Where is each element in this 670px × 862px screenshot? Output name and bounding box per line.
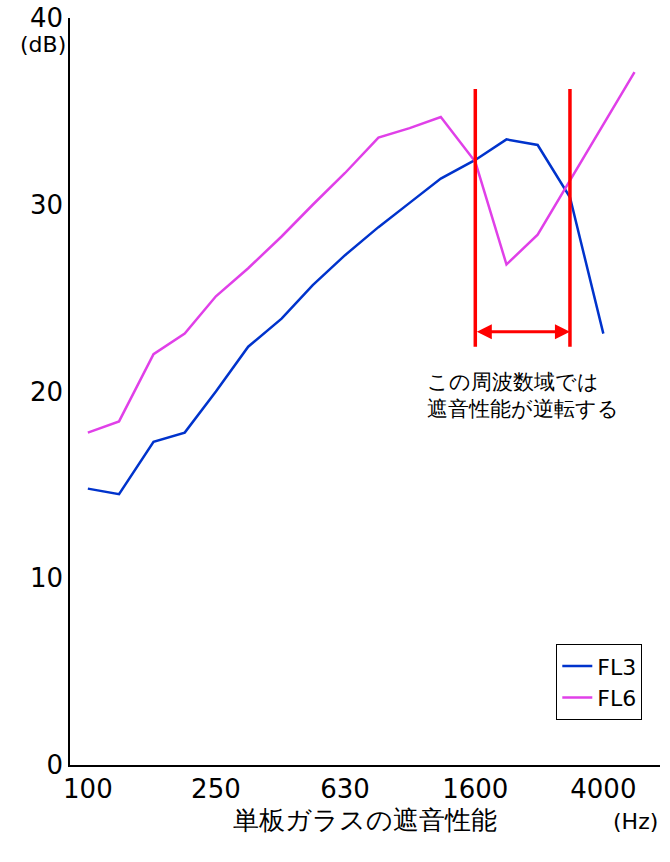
svg-text:630: 630 (320, 774, 370, 804)
svg-text:0: 0 (47, 750, 64, 780)
svg-text:30: 30 (30, 190, 63, 220)
svg-text:(dB): (dB) (20, 32, 66, 57)
svg-text:FL3: FL3 (597, 655, 636, 680)
svg-text:1600: 1600 (442, 774, 508, 804)
svg-text:20: 20 (30, 377, 63, 407)
svg-text:単板ガラスの遮音性能: 単板ガラスの遮音性能 (233, 805, 497, 835)
svg-text:100: 100 (63, 774, 113, 804)
svg-text:この周波数域では遮音性能が逆転する: この周波数域では遮音性能が逆転する (427, 370, 619, 421)
svg-text:4000: 4000 (570, 774, 636, 804)
svg-text:40: 40 (30, 3, 63, 33)
svg-text:(Hz): (Hz) (613, 809, 658, 834)
svg-text:250: 250 (191, 774, 241, 804)
svg-text:FL6: FL6 (597, 686, 636, 711)
svg-text:10: 10 (30, 563, 63, 593)
